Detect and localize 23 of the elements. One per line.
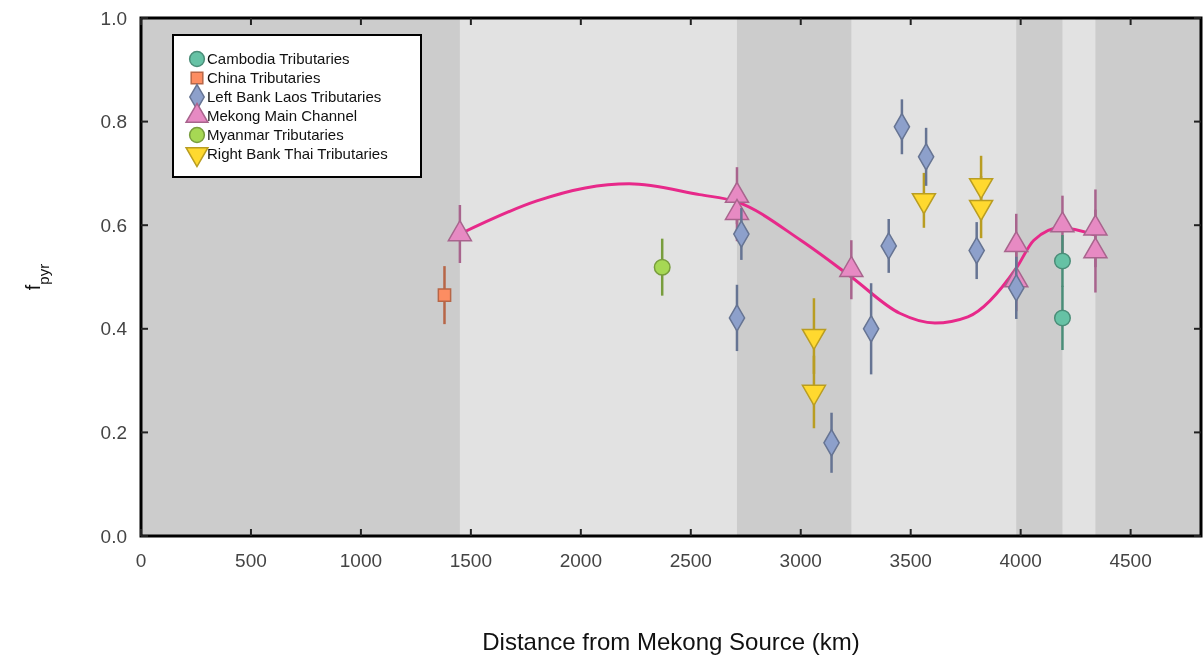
legend-label: Cambodia Tributaries xyxy=(207,50,350,68)
x-tick-label: 0 xyxy=(135,550,147,571)
x-tick-label: 1000 xyxy=(339,550,383,571)
legend-label: Myanmar Tributaries xyxy=(207,126,344,144)
y-tick-label: 0.2 xyxy=(100,422,127,444)
x-tick-label: 1500 xyxy=(449,550,493,571)
y-tick-label: 0.6 xyxy=(100,214,127,236)
y-tick-label: 1.0 xyxy=(100,7,127,29)
x-tick-label: 2000 xyxy=(559,550,602,571)
x-tick-label: 500 xyxy=(235,550,267,571)
x-axis-title: Distance from Mekong Source (km) xyxy=(482,628,860,655)
x-tick-label: 3000 xyxy=(779,550,822,571)
legend-label: China Tributaries xyxy=(207,69,321,87)
legend-label: Mekong Main Channel xyxy=(207,107,358,125)
x-tick-label: 4500 xyxy=(1109,550,1152,571)
x-tick-label: 2500 xyxy=(669,550,712,571)
x-tick-label: 3500 xyxy=(889,550,932,571)
y-tick-label: 0.0 xyxy=(100,525,127,547)
y-tick-label: 0.4 xyxy=(100,318,128,340)
y-tick-label: 0.8 xyxy=(100,111,127,133)
x-tick-label: 4000 xyxy=(999,550,1042,571)
legend-label: Right Bank Thai Tributaries xyxy=(207,145,388,163)
legend-label: Left Bank Laos Tributaries xyxy=(207,88,382,106)
